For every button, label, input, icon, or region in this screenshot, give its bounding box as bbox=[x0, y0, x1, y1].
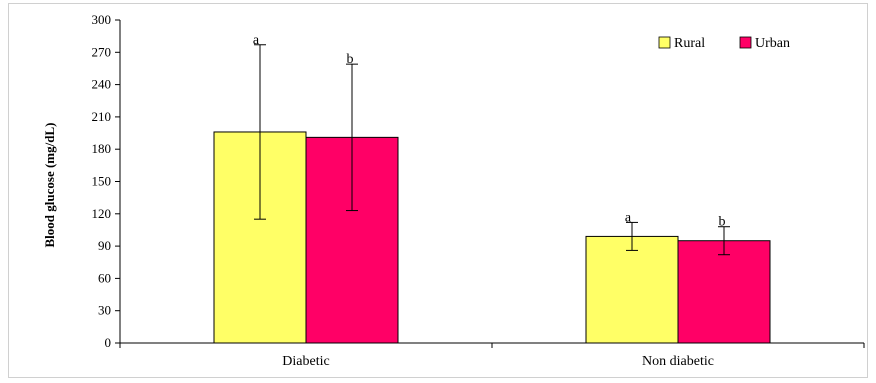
x-axis: Diabetic Non diabetic bbox=[119, 342, 865, 369]
chart-frame bbox=[8, 3, 868, 378]
y-tick-label: 0 bbox=[105, 335, 112, 350]
x-category-label: Non diabetic bbox=[642, 354, 714, 369]
y-axis-title: Blood glucose (mg/dL) bbox=[42, 123, 57, 248]
error-bars-group bbox=[254, 44, 730, 256]
y-tick-label: 240 bbox=[92, 77, 112, 92]
legend-swatch-urban bbox=[739, 36, 752, 49]
y-tick-label: 30 bbox=[98, 303, 111, 318]
x-category-label: Diabetic bbox=[282, 354, 329, 369]
y-axis: 0 30 60 90 120 150 180 210 240 270 300 bbox=[92, 12, 121, 350]
y-tick-label: 270 bbox=[92, 44, 112, 59]
y-tick-label: 210 bbox=[92, 109, 112, 124]
legend-label-urban: Urban bbox=[755, 36, 790, 51]
y-tick-label: 150 bbox=[92, 174, 112, 189]
legend-label-rural: Rural bbox=[674, 36, 705, 51]
y-tick-label: 60 bbox=[98, 270, 111, 285]
significance-label: b bbox=[719, 215, 726, 230]
y-tick-label: 90 bbox=[98, 238, 111, 253]
legend-swatch-rural bbox=[658, 36, 671, 49]
y-tick-label: 300 bbox=[92, 12, 112, 27]
y-tick-label: 180 bbox=[92, 141, 112, 156]
bars-group bbox=[213, 131, 771, 344]
significance-label: a bbox=[253, 33, 260, 48]
legend: Rural Urban bbox=[658, 36, 790, 51]
significance-labels: a b a b bbox=[253, 33, 726, 230]
bar-urban-1 bbox=[677, 240, 771, 344]
significance-label: a bbox=[625, 210, 632, 225]
bar-rural-1 bbox=[585, 235, 679, 344]
significance-label: b bbox=[347, 52, 354, 67]
y-tick-label: 120 bbox=[92, 206, 112, 221]
